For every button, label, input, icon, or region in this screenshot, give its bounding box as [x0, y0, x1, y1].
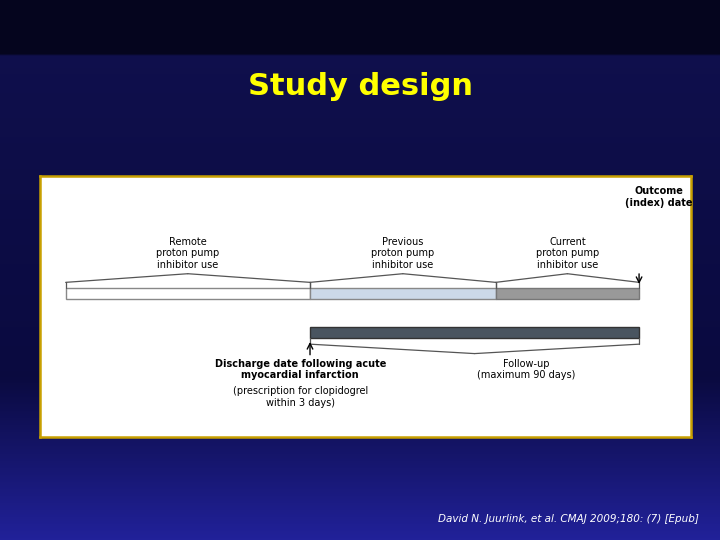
- Bar: [310, 288, 496, 299]
- Text: (prescription for clopidogrel
within 3 days): (prescription for clopidogrel within 3 d…: [233, 386, 368, 408]
- Text: Previous
proton pump
inhibitor use: Previous proton pump inhibitor use: [372, 237, 434, 270]
- Text: Current
proton pump
inhibitor use: Current proton pump inhibitor use: [536, 237, 599, 270]
- Text: Follow-up
(maximum 90 days): Follow-up (maximum 90 days): [477, 359, 576, 381]
- Text: David N. Juurlink, et al. CMAJ 2009;180: (7) [Epub]: David N. Juurlink, et al. CMAJ 2009;180:…: [438, 514, 698, 524]
- Text: Remote
proton pump
inhibitor use: Remote proton pump inhibitor use: [156, 237, 220, 270]
- Bar: [310, 327, 639, 338]
- Bar: [66, 288, 310, 299]
- Text: Study design: Study design: [248, 72, 472, 101]
- Bar: [496, 288, 639, 299]
- Text: Outcome
(index) date: Outcome (index) date: [625, 186, 693, 207]
- Text: Discharge date following acute
myocardial infarction: Discharge date following acute myocardia…: [215, 359, 386, 381]
